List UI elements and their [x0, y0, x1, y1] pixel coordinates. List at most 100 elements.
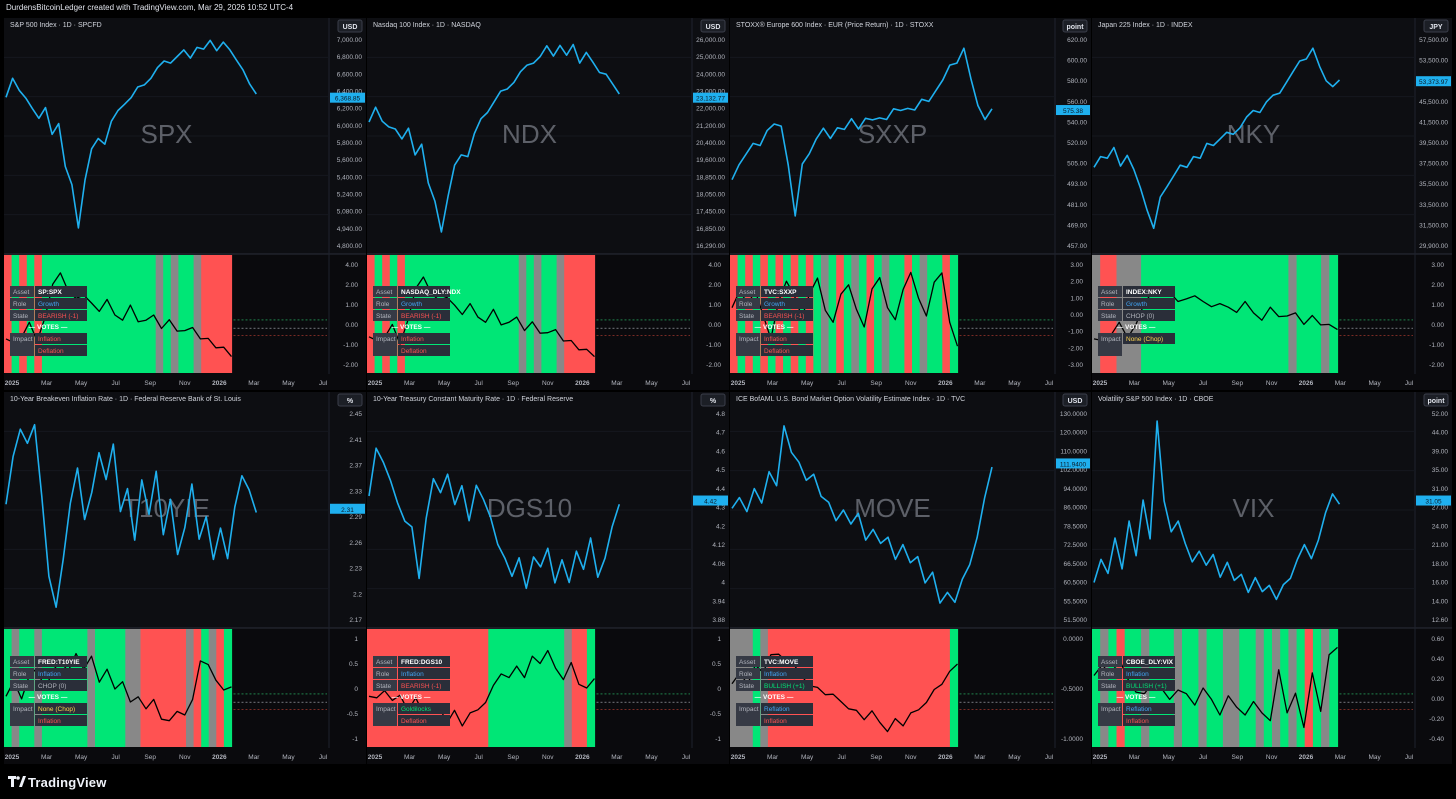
time-tick-label: Jul: [475, 380, 484, 387]
votes-header: — VOTES —: [392, 324, 431, 331]
chart-panel[interactable]: Nasdaq 100 Index · 1D · NASDAQ USD 26,000.…: [367, 18, 729, 390]
currency-badge[interactable]: [1423, 393, 1449, 407]
chart-panel[interactable]: 10-Year Breakeven Inflation Rate · 1D · …: [4, 392, 366, 764]
price-tick-label: 457.00: [1067, 243, 1087, 250]
panel-title: ICE BofAML U.S. Bond Market Option Volat…: [736, 396, 965, 403]
table-key: Impact: [739, 706, 759, 713]
regime-band: [889, 255, 898, 373]
time-tick-label: Nov: [179, 380, 191, 387]
table-value: Inflation: [764, 671, 787, 678]
currency-badge[interactable]: [1062, 393, 1088, 407]
price-tick-label: 16,290.00: [696, 243, 725, 250]
price-tick-label: 2.37: [349, 463, 362, 470]
chart-panel[interactable]: ICE BofAML U.S. Bond Market Option Volat…: [730, 392, 1091, 764]
chart-panel[interactable]: STOXX® Europe 600 Index · EUR (Price Ret…: [730, 18, 1091, 390]
regime-band: [1173, 255, 1183, 373]
osc-tick-label: 4.00: [708, 262, 721, 269]
table-key-cell: [373, 298, 397, 309]
regime-band: [201, 255, 210, 373]
symbol-watermark: NDX: [502, 119, 557, 149]
price-tick-label: 5,800.00: [337, 140, 363, 147]
time-axis: [730, 748, 1091, 764]
price-tick-label: 26,000.00: [696, 37, 725, 44]
table-value-cell: [398, 333, 450, 344]
time-tick-label: 2025: [1093, 754, 1108, 761]
osc-tick-label: 4.00: [345, 262, 358, 269]
regime-band: [495, 629, 505, 747]
price-tick-label: 4.3: [716, 505, 725, 512]
table-key-cell: [373, 680, 397, 691]
last-price-badge: [330, 92, 365, 103]
price-series-line: [368, 447, 621, 590]
table-key-cell: [10, 680, 34, 691]
impact-value: Inflation: [764, 336, 787, 343]
regime-band: [579, 255, 588, 373]
time-tick-label: May: [645, 754, 658, 761]
regime-band: [533, 629, 542, 747]
regime-band: [874, 629, 883, 747]
regime-band: [87, 629, 96, 747]
osc-tick-label: -3.00: [1068, 362, 1083, 369]
regime-band: [1296, 255, 1306, 373]
symbol-watermark: VIX: [1233, 493, 1275, 523]
table-key-cell: [1098, 703, 1122, 726]
osc-tick-label: -0.40: [1429, 736, 1444, 743]
price-tick-label: 4.4: [716, 486, 725, 493]
table-key: Asset: [1101, 289, 1117, 296]
regime-band: [896, 629, 905, 747]
table-value-cell: [761, 345, 813, 356]
regime-band: [117, 629, 126, 747]
time-tick-label: Mar: [767, 754, 779, 761]
table-key: Impact: [739, 336, 759, 343]
osc-tick-label: -1: [352, 736, 358, 743]
oscillator-line: [368, 276, 595, 358]
impact-value: Deflation: [764, 348, 790, 355]
regime-band: [503, 255, 512, 373]
impact-value: Inflation: [764, 718, 787, 725]
time-tick-label: Mar: [611, 380, 623, 387]
osc-tick-label: 1: [354, 636, 358, 643]
table-key-cell: [10, 703, 34, 726]
time-tick-label: Mar: [767, 380, 779, 387]
time-tick-label: Jul: [1405, 380, 1414, 387]
osc-tick-label: 0.5: [712, 661, 721, 668]
time-tick-label: 2025: [731, 754, 746, 761]
regime-band: [934, 255, 943, 373]
impact-value: Inflation: [38, 718, 61, 725]
currency-badge[interactable]: [337, 393, 363, 407]
price-tick-label: 52.00: [1432, 411, 1449, 418]
chart-panel[interactable]: Volatility S&P 500 Index · 1D · CBOE poin…: [1092, 392, 1452, 764]
currency-badge[interactable]: [700, 19, 726, 33]
regime-band: [140, 629, 149, 747]
time-tick-label: 2026: [938, 380, 953, 387]
time-tick-label: Mar: [41, 754, 53, 761]
table-key-cell: [1098, 298, 1122, 309]
table-value: Growth: [764, 301, 785, 308]
price-tick-label: 78.5000: [1064, 523, 1088, 530]
chart-panel[interactable]: Japan 225 Index · 1D · INDEX JPY 57,500.00…: [1092, 18, 1452, 390]
votes-header: — VOTES —: [755, 324, 794, 331]
price-tick-label: 72.5000: [1064, 542, 1088, 549]
currency-badge[interactable]: [1423, 19, 1449, 33]
chart-panel[interactable]: S&P 500 Index · 1D · SPCFD USD 7,000.00 6,8…: [4, 18, 366, 390]
currency-badge[interactable]: [1062, 19, 1088, 33]
regime-band: [163, 255, 172, 373]
price-tick-label: 27.00: [1432, 505, 1449, 512]
price-tick-label: 25,000.00: [696, 54, 725, 61]
time-axis: [367, 374, 729, 390]
time-tick-label: Jul: [475, 754, 484, 761]
time-tick-label: 2026: [1299, 380, 1314, 387]
table-key: Role: [739, 301, 753, 308]
regime-band: [1247, 629, 1257, 747]
regime-band: [927, 629, 936, 747]
regime-band: [836, 255, 845, 373]
footer-bar: TradingView: [0, 770, 1456, 799]
currency-badge[interactable]: [700, 393, 726, 407]
chart-panel[interactable]: 10-Year Treasury Constant Maturity Rate …: [367, 392, 729, 764]
table-key: Asset: [376, 659, 392, 666]
time-tick-label: Mar: [404, 754, 416, 761]
price-tick-label: 6,000.00: [337, 123, 363, 130]
time-tick-label: May: [801, 380, 814, 387]
currency-badge[interactable]: [337, 19, 363, 33]
table-key: Impact: [1101, 706, 1121, 713]
